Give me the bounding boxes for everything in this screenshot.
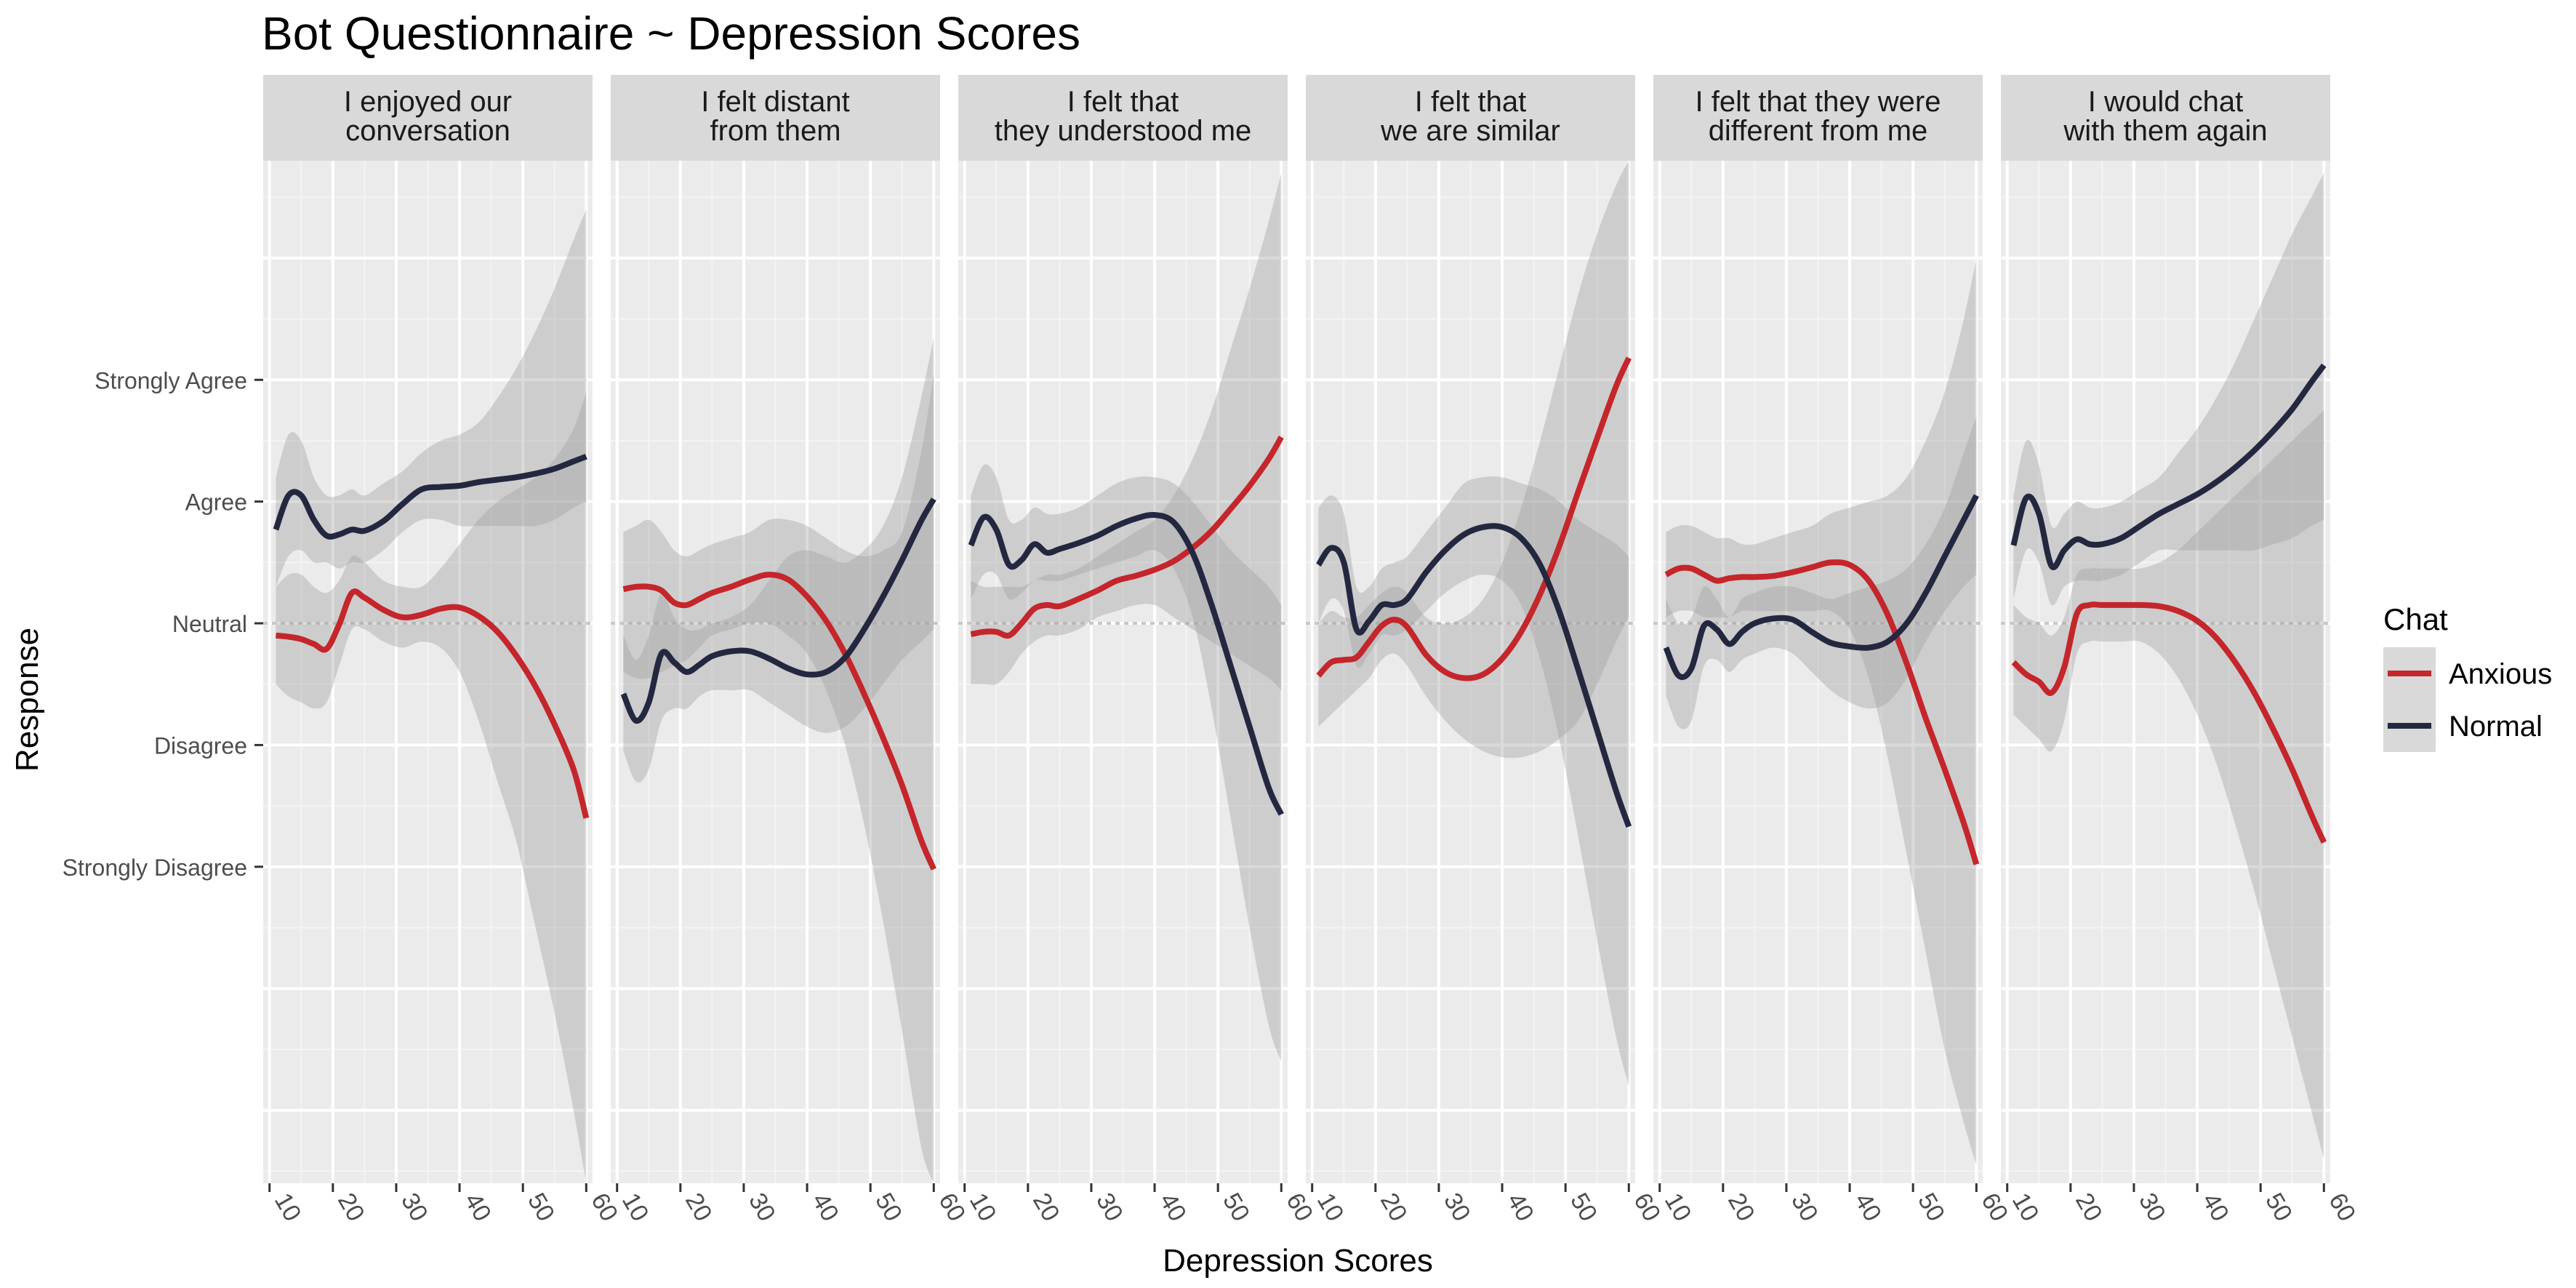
confidence-ribbon-anxious xyxy=(2013,410,2324,1159)
y-tick-label: Agree xyxy=(185,489,247,516)
y-tick-label: Disagree xyxy=(154,732,247,759)
series-line-normal xyxy=(1316,523,1632,828)
series-line-anxious xyxy=(1664,559,1980,865)
facet-strip-label: I enjoyed our conversation xyxy=(344,86,512,147)
panel-data-layer xyxy=(273,209,590,1183)
facet-panel: I enjoyed our conversation xyxy=(263,75,593,1183)
confidence-ribbon-normal xyxy=(1666,416,1977,729)
facet-panel: I felt that they understood me xyxy=(958,75,1288,1183)
panel-data-layer xyxy=(1663,257,1980,1165)
chart-title: Bot Questionnaire ~ Depression Scores xyxy=(262,7,1080,60)
series-line-anxious xyxy=(275,588,590,819)
facet-panel: I felt distant from them xyxy=(611,75,940,1183)
legend-label-anxious: Anxious xyxy=(2449,658,2552,690)
series-line-normal xyxy=(968,511,1284,816)
facet-strip-label: I felt that they understood me xyxy=(995,86,1252,147)
series-line-normal xyxy=(1663,494,1979,681)
series-line-normal xyxy=(2010,363,2327,571)
panel-data-layer xyxy=(620,337,936,1183)
series-line-anxious xyxy=(1316,356,1632,681)
facet-strip-label: I would chat with them again xyxy=(2063,86,2267,147)
facet-panel: I felt that we are similar xyxy=(1306,75,1635,1183)
confidence-ribbon-normal xyxy=(276,209,587,587)
facet-strip xyxy=(958,75,1288,161)
facet-strip xyxy=(1653,75,1983,161)
y-axis-label: Response xyxy=(9,628,45,772)
confidence-ribbon-anxious xyxy=(623,373,934,1183)
legend-title: Chat xyxy=(2383,602,2448,636)
facet-strip-label: I felt that we are similar xyxy=(1380,86,1560,147)
series-line-anxious xyxy=(622,572,936,871)
confidence-ribbon-anxious xyxy=(971,172,1282,691)
panel-data-layer xyxy=(1316,161,1632,1087)
x-axis-label: Depression Scores xyxy=(1163,1243,1433,1279)
facet-strip xyxy=(611,75,940,161)
panel-data-layer xyxy=(2010,172,2327,1159)
facet-panel: I would chat with them again xyxy=(2001,75,2330,1183)
facet-strip xyxy=(1306,75,1635,161)
confidence-ribbon-normal xyxy=(971,464,1282,1062)
y-tick-label: Strongly Disagree xyxy=(63,855,247,881)
facet-panel: I felt that they were different from me xyxy=(1653,75,1983,1183)
facet-strip-label: I felt that they were different from me xyxy=(1696,86,1941,147)
facet-strip xyxy=(2001,75,2330,161)
confidence-ribbon-anxious xyxy=(1318,161,1629,759)
series-line-anxious xyxy=(970,435,1284,639)
facet-strip xyxy=(263,75,593,161)
confidence-ribbon-normal xyxy=(1318,476,1629,1087)
y-tick-label: Neutral xyxy=(172,611,247,637)
confidence-ribbon-normal xyxy=(2013,172,2324,606)
series-line-normal xyxy=(273,453,587,540)
confidence-ribbon-anxious xyxy=(1666,257,1977,1165)
facet-strip-label: I felt distant from them xyxy=(701,86,850,147)
series-line-anxious xyxy=(2011,601,2327,844)
panel-data-layer xyxy=(968,172,1284,1062)
y-tick-label: Strongly Agree xyxy=(95,367,247,393)
series-line-normal xyxy=(620,497,936,724)
legend-label-normal: Normal xyxy=(2449,711,2543,743)
legend: Chat Anxious Normal xyxy=(2383,602,2552,752)
